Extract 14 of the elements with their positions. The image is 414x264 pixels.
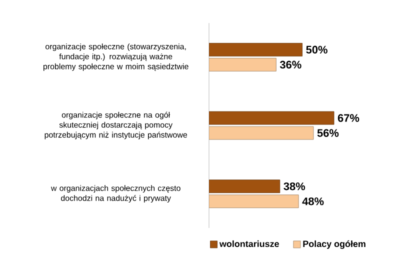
- data-label: 36%: [280, 60, 302, 69]
- data-label: 38%: [284, 182, 306, 190]
- legend-label: Polacy ogółem: [303, 240, 366, 249]
- bar: [209, 126, 314, 140]
- data-label: 50%: [306, 46, 328, 54]
- data-label: 56%: [317, 129, 339, 137]
- bar: [209, 180, 280, 194]
- bar: [209, 194, 299, 208]
- bar: [209, 42, 302, 56]
- data-label: 67%: [338, 114, 360, 122]
- legend-label: wolontariusze: [219, 240, 279, 248]
- bar: [209, 58, 276, 72]
- bar: [209, 111, 334, 125]
- data-label: 48%: [302, 197, 324, 206]
